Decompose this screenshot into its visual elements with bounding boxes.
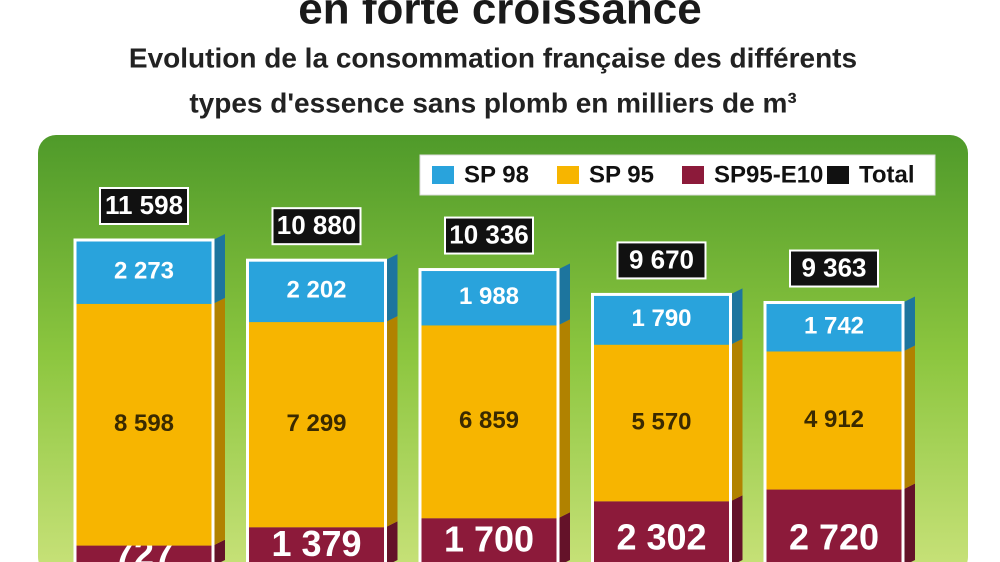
value-label: 1 700 xyxy=(444,519,534,560)
value-label: 6 859 xyxy=(459,407,519,434)
bar-segment xyxy=(420,518,558,562)
legend-label: SP 95 xyxy=(589,161,654,188)
bar-side xyxy=(558,319,570,519)
bar-side xyxy=(903,345,915,490)
bar-segment xyxy=(420,325,558,519)
total-label: 9 670 xyxy=(629,244,694,274)
bar-segment xyxy=(592,501,731,562)
chart-title: en forte croissance xyxy=(298,0,702,34)
value-label: 2 202 xyxy=(286,276,346,303)
value-label: 2 302 xyxy=(616,517,706,558)
bar-side xyxy=(730,288,743,345)
value-label: 2 720 xyxy=(789,517,879,558)
value-label: 1 790 xyxy=(631,305,691,332)
bar-outline xyxy=(246,258,387,562)
bar-side xyxy=(213,297,225,546)
bar-side xyxy=(385,521,398,562)
value-label: 1 379 xyxy=(271,523,361,562)
total-box xyxy=(616,241,707,280)
value-label: 7 299 xyxy=(286,410,346,437)
bar-side xyxy=(903,483,915,562)
value-label: 5 570 xyxy=(631,408,691,435)
legend-swatch xyxy=(432,166,454,184)
total-label: 10 880 xyxy=(277,210,357,240)
bar-segment xyxy=(247,527,386,562)
total-box xyxy=(444,216,534,255)
value-label: 8 598 xyxy=(114,410,174,437)
total-box xyxy=(789,249,879,288)
legend-swatch xyxy=(682,166,704,184)
value-label: 1 742 xyxy=(804,312,864,339)
total-label: 10 336 xyxy=(449,219,529,249)
bar-side xyxy=(730,495,743,562)
total-label: 9 363 xyxy=(801,252,866,282)
bar-segment xyxy=(765,351,903,490)
bar-side xyxy=(730,338,743,502)
bar-segment xyxy=(592,294,731,345)
value-label: 2 273 xyxy=(114,257,174,284)
total-box xyxy=(271,207,362,246)
bar-outline xyxy=(73,238,215,562)
legend-label: SP 98 xyxy=(464,161,529,188)
bar-side xyxy=(213,539,225,562)
bar-outline xyxy=(418,268,560,562)
bar-segment xyxy=(765,489,903,562)
bar-side xyxy=(385,254,398,323)
bar-side xyxy=(558,512,570,562)
bar-side xyxy=(558,263,570,326)
bar-side xyxy=(903,296,915,352)
legend xyxy=(419,154,936,196)
bar-segment xyxy=(765,302,903,352)
bar-segment xyxy=(75,240,213,304)
legend-label: SP95-E10 xyxy=(714,161,823,188)
subtitle: types d'essence sans plomb en milliers d… xyxy=(189,87,796,118)
legend-label: Total xyxy=(859,161,915,188)
value-label: 1 988 xyxy=(459,283,519,310)
bar-segment xyxy=(247,322,386,528)
total-box xyxy=(99,187,189,225)
subtitle: Evolution de la consommation française d… xyxy=(129,42,857,73)
legend-swatch xyxy=(557,166,579,184)
bar-segment xyxy=(75,303,213,546)
bar-segment xyxy=(592,344,731,502)
bar-outline xyxy=(763,301,905,562)
legend-swatch xyxy=(827,166,849,184)
bar-outline xyxy=(591,292,732,562)
value-label: 4 912 xyxy=(804,406,864,433)
bar-side xyxy=(213,234,225,304)
bar-segment xyxy=(247,260,386,323)
bar-segment xyxy=(420,269,558,326)
total-label: 11 598 xyxy=(105,190,183,220)
bar-side xyxy=(385,316,398,528)
bar-segment xyxy=(75,545,213,562)
